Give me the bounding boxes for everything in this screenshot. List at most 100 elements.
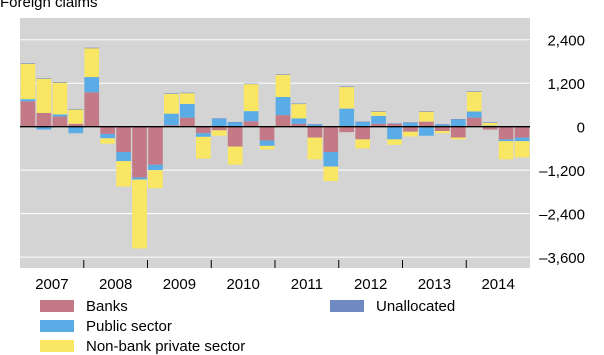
bar-banks	[419, 121, 434, 127]
bar-non-bank-private-sector	[243, 83, 259, 112]
bar-public-sector	[387, 126, 402, 140]
bar-banks	[498, 126, 514, 140]
legend-item-non-bank: Non-bank private sector	[40, 337, 245, 355]
bar-banks	[514, 126, 530, 138]
legend-item-public-sector: Public sector	[40, 317, 172, 335]
bar-unallocated	[450, 119, 466, 120]
legend-label-public-sector: Public sector	[86, 317, 172, 335]
bar-public-sector	[259, 140, 275, 146]
bar-unallocated	[68, 108, 84, 110]
bar-public-sector	[355, 121, 370, 127]
x-tick-label: 2013	[418, 276, 451, 293]
bar-public-sector	[419, 126, 434, 136]
bar-public-sector	[498, 139, 514, 142]
bar-public-sector	[323, 152, 339, 167]
bar-public-sector	[195, 133, 211, 137]
bar-non-bank-private-sector	[132, 179, 147, 249]
bar-public-sector	[180, 103, 195, 118]
bar-unallocated	[84, 47, 100, 49]
legend-swatch-banks	[40, 300, 74, 312]
bar-non-bank-private-sector	[84, 48, 100, 78]
legend-label-banks: Banks	[86, 297, 128, 315]
bar-banks	[323, 126, 339, 153]
bar-public-sector	[84, 77, 100, 93]
bar-unallocated	[339, 86, 355, 88]
bar-non-bank-private-sector	[339, 86, 355, 109]
bar-unallocated	[435, 124, 450, 125]
bar-public-sector	[20, 99, 36, 102]
bar-unallocated	[20, 63, 36, 64]
y-tick-label: 2,400	[547, 33, 585, 50]
bar-unallocated	[307, 124, 323, 125]
legend-item-unallocated: Unallocated	[330, 297, 455, 315]
bar-public-sector	[243, 111, 259, 122]
bar-unallocated	[227, 121, 243, 123]
x-tick-label: 2009	[163, 276, 196, 293]
y-tick-label: –2,400	[539, 207, 585, 224]
bar-non-bank-private-sector	[498, 141, 514, 160]
bar-public-sector	[435, 124, 450, 127]
bar-banks	[84, 92, 100, 127]
bar-public-sector	[450, 119, 466, 127]
bar-banks	[339, 126, 355, 133]
bar-non-bank-private-sector	[387, 139, 402, 145]
bar-non-bank-private-sector	[403, 131, 418, 137]
x-tick-label: 2007	[35, 276, 68, 293]
legend-swatch-unallocated	[330, 300, 364, 312]
bar-unallocated	[403, 122, 418, 123]
bar-banks	[195, 126, 211, 134]
x-tick-label: 2012	[354, 276, 387, 293]
legend: Banks Public sector Non-bank private sec…	[40, 297, 580, 355]
bar-banks	[403, 126, 418, 132]
bar-banks	[211, 126, 227, 131]
chart-svg: 2,400 1,200 0 –1,200 –2,400 –3,600 2007 2008 200…	[20, 18, 585, 293]
bar-non-bank-private-sector	[148, 170, 163, 189]
bar-banks	[36, 112, 52, 127]
bar-non-bank-private-sector	[466, 91, 482, 112]
bar-non-bank-private-sector	[164, 93, 179, 114]
bar-banks	[180, 117, 195, 127]
y-tick-label: –3,600	[539, 250, 585, 267]
bar-unallocated	[211, 118, 227, 119]
bar-non-bank-private-sector	[68, 109, 84, 124]
bar-banks	[259, 126, 275, 141]
bar-unallocated	[291, 103, 307, 105]
y-tick-label: –1,200	[539, 163, 585, 180]
legend-label-non-bank: Non-bank private sector	[86, 337, 246, 355]
bar-non-bank-private-sector	[180, 93, 195, 104]
bar-non-bank-private-sector	[100, 138, 115, 144]
bar-unallocated	[482, 122, 498, 123]
x-tick-label: 2014	[481, 276, 514, 293]
bar-public-sector	[36, 126, 52, 130]
x-tick-label: 2008	[99, 276, 132, 293]
y-tick-label: 1,200	[547, 76, 585, 93]
bar-banks	[100, 126, 115, 134]
bar-public-sector	[132, 177, 147, 180]
bar-public-sector	[164, 113, 179, 126]
bar-unallocated	[419, 111, 434, 112]
legend-label-unallocated: Unallocated	[376, 297, 456, 315]
legend-swatch-public-sector	[40, 320, 74, 332]
bar-non-bank-private-sector	[195, 136, 211, 159]
bar-non-bank-private-sector	[36, 78, 52, 113]
y-tick-label: 0	[577, 120, 585, 137]
bar-public-sector	[291, 118, 307, 124]
bar-public-sector	[52, 114, 68, 117]
bar-banks	[450, 126, 466, 138]
bar-banks	[355, 126, 370, 140]
bar-banks	[243, 121, 259, 127]
bar-non-bank-private-sector	[52, 82, 68, 115]
bar-non-bank-private-sector	[227, 146, 243, 165]
legend-item-banks: Banks	[40, 297, 128, 315]
bar-banks	[132, 126, 147, 178]
bar-banks	[387, 123, 402, 127]
bar-unallocated	[243, 83, 259, 85]
bar-public-sector	[116, 152, 131, 162]
bar-public-sector	[307, 124, 323, 127]
axis-layer: 2,400 1,200 0 –1,200 –2,400 –3,600 2007 2008 200…	[20, 33, 585, 293]
bar-banks	[435, 126, 450, 132]
bar-non-bank-private-sector	[514, 141, 530, 158]
bar-banks	[275, 115, 291, 127]
bar-public-sector	[339, 108, 355, 127]
